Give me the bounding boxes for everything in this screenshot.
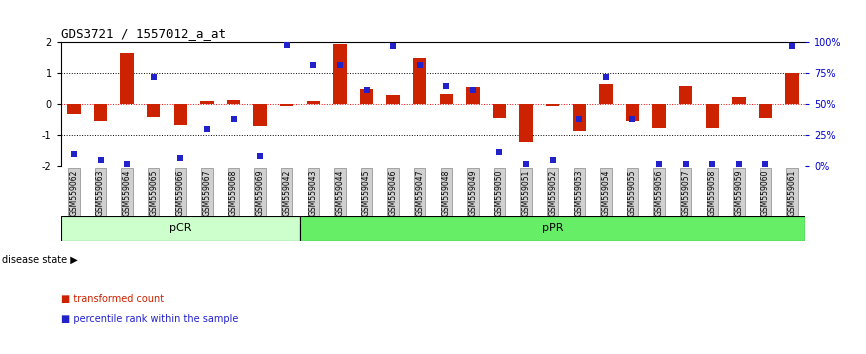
Text: GDS3721 / 1557012_a_at: GDS3721 / 1557012_a_at (61, 27, 226, 40)
Bar (280, 104, 294, 106)
Bar (120, 53, 133, 104)
Bar (466, 87, 480, 104)
Bar (227, 100, 240, 104)
Bar (174, 104, 187, 125)
Bar (200, 101, 214, 104)
Text: disease state ▶: disease state ▶ (2, 255, 77, 265)
Bar (147, 104, 160, 117)
Bar (68, 104, 81, 114)
Bar (254, 104, 267, 126)
Bar (61, 216, 300, 241)
Bar (599, 84, 612, 104)
Text: ■ transformed count: ■ transformed count (61, 294, 164, 304)
Bar (520, 104, 533, 142)
Bar (386, 95, 400, 104)
Bar (626, 104, 639, 121)
Bar (300, 216, 805, 241)
Bar (440, 93, 453, 104)
Bar (785, 74, 798, 104)
Text: ■ percentile rank within the sample: ■ percentile rank within the sample (61, 314, 238, 324)
Text: pCR: pCR (169, 223, 191, 233)
Bar (360, 89, 373, 104)
Bar (572, 104, 586, 131)
Text: pPR: pPR (542, 223, 564, 233)
Bar (679, 86, 692, 104)
Bar (493, 104, 506, 118)
Bar (307, 101, 320, 104)
Bar (546, 104, 559, 106)
Bar (733, 97, 746, 104)
Bar (333, 44, 346, 104)
Bar (706, 104, 719, 128)
Bar (94, 104, 107, 121)
Bar (652, 104, 666, 128)
Bar (413, 58, 426, 104)
Bar (759, 104, 772, 118)
